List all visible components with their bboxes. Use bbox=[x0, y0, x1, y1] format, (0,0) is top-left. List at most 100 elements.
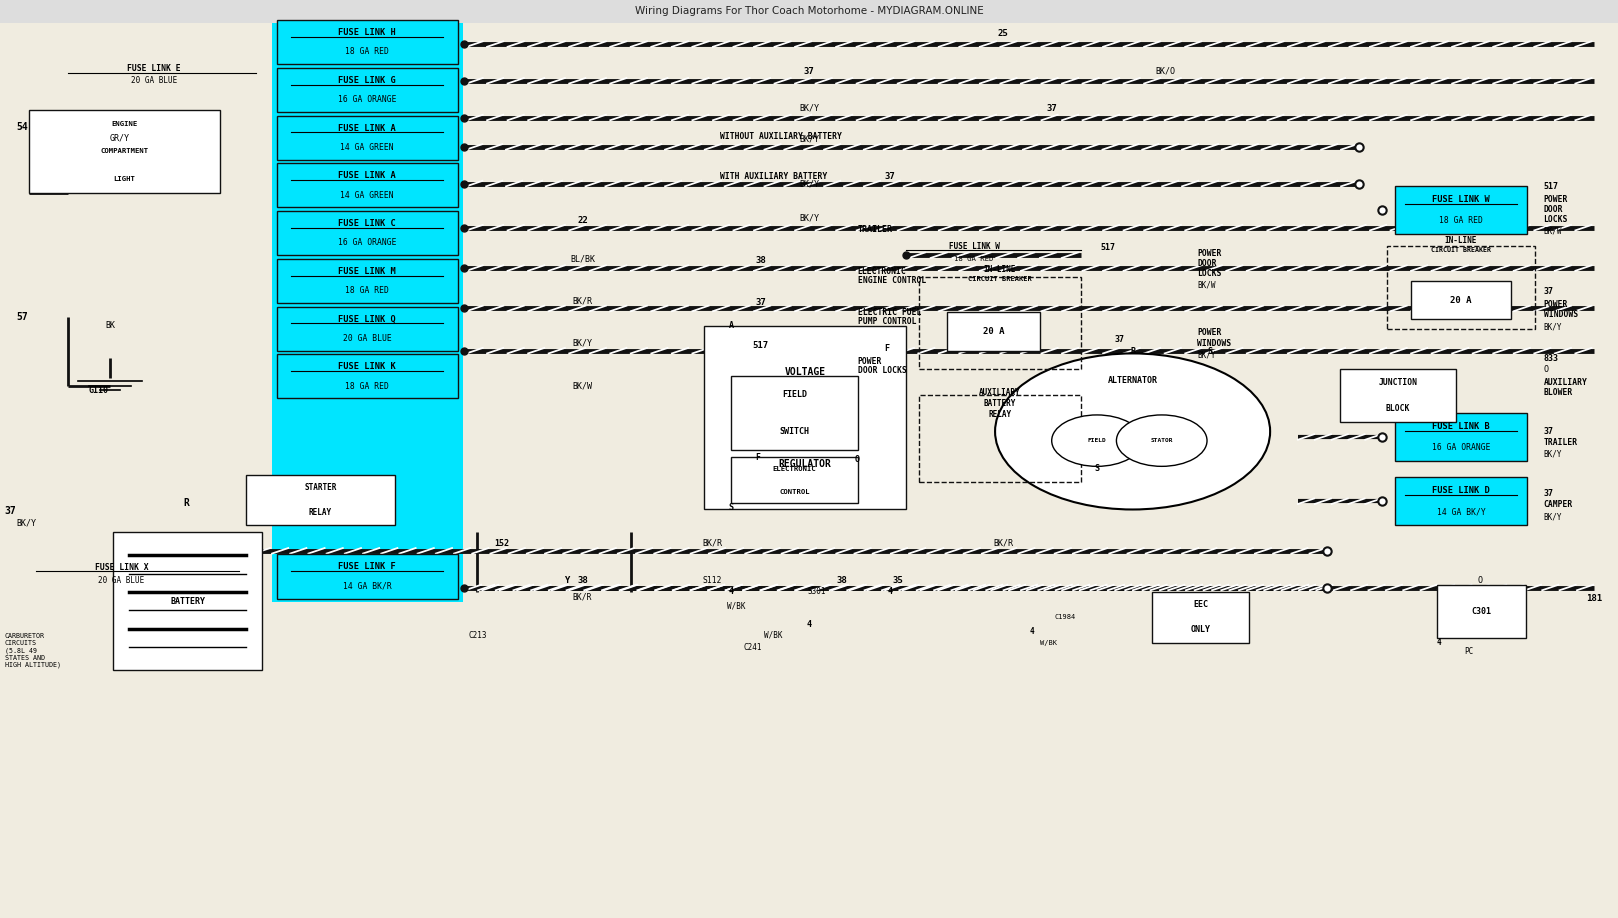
Text: Wiring Diagrams For Thor Coach Motorhome - MYDIAGRAM.ONLINE: Wiring Diagrams For Thor Coach Motorhome… bbox=[634, 6, 984, 16]
Text: DOOR: DOOR bbox=[1544, 205, 1563, 214]
Text: 37: 37 bbox=[1544, 427, 1553, 436]
Text: 152: 152 bbox=[493, 539, 510, 548]
Text: FUSE LINK Q: FUSE LINK Q bbox=[338, 315, 396, 323]
Text: 37: 37 bbox=[1544, 489, 1553, 498]
Text: G110: G110 bbox=[89, 386, 108, 395]
Text: REGULATOR: REGULATOR bbox=[778, 459, 832, 468]
Text: EEC: EEC bbox=[1192, 600, 1209, 610]
FancyBboxPatch shape bbox=[277, 307, 458, 351]
FancyBboxPatch shape bbox=[1395, 477, 1527, 525]
Text: FUSE LINK C: FUSE LINK C bbox=[338, 219, 396, 228]
Text: 20 A: 20 A bbox=[982, 327, 1005, 336]
Text: FUSE LINK X: FUSE LINK X bbox=[94, 563, 149, 572]
Text: 57: 57 bbox=[16, 312, 28, 321]
Text: S: S bbox=[1094, 464, 1100, 473]
Text: BK/W: BK/W bbox=[1197, 280, 1215, 289]
Text: FUSE LINK G: FUSE LINK G bbox=[338, 76, 396, 84]
Text: 18 GA RED: 18 GA RED bbox=[345, 48, 390, 56]
Text: VOLTAGE: VOLTAGE bbox=[785, 367, 825, 376]
Text: 16 GA ORANGE: 16 GA ORANGE bbox=[338, 95, 396, 104]
Text: 38: 38 bbox=[578, 576, 587, 585]
Text: BK/W: BK/W bbox=[573, 381, 592, 390]
Text: IN-LINE: IN-LINE bbox=[984, 265, 1016, 274]
Text: 14 GA GREEN: 14 GA GREEN bbox=[340, 143, 395, 151]
FancyBboxPatch shape bbox=[29, 110, 220, 193]
Text: CONTROL: CONTROL bbox=[780, 488, 809, 495]
Text: PUMP CONTROL: PUMP CONTROL bbox=[858, 317, 916, 326]
Text: ENGINE CONTROL: ENGINE CONTROL bbox=[858, 276, 925, 285]
FancyBboxPatch shape bbox=[277, 259, 458, 303]
Text: RELAY: RELAY bbox=[309, 508, 332, 517]
Text: BK/O: BK/O bbox=[1155, 66, 1175, 75]
Text: Y: Y bbox=[563, 576, 570, 585]
Text: 181: 181 bbox=[1586, 594, 1602, 603]
Text: 18 GA RED: 18 GA RED bbox=[345, 286, 390, 295]
Text: GR/Y: GR/Y bbox=[110, 133, 129, 142]
FancyBboxPatch shape bbox=[277, 354, 458, 398]
Bar bbox=[0, 0, 1618, 23]
Text: 20 GA BLUE: 20 GA BLUE bbox=[99, 576, 144, 585]
Text: 37: 37 bbox=[1115, 335, 1125, 344]
Text: W/BK: W/BK bbox=[1040, 640, 1057, 645]
Text: COMPARTMENT: COMPARTMENT bbox=[100, 149, 149, 154]
Text: FUSE LINK M: FUSE LINK M bbox=[338, 267, 396, 275]
Text: BK/R: BK/R bbox=[573, 592, 592, 601]
Text: C1984: C1984 bbox=[1053, 614, 1076, 620]
Text: 18 GA RED: 18 GA RED bbox=[1438, 217, 1484, 225]
FancyBboxPatch shape bbox=[1395, 186, 1527, 234]
Text: 18 GA RED: 18 GA RED bbox=[345, 382, 390, 390]
Text: BK/Y: BK/Y bbox=[1544, 450, 1561, 459]
Text: 37: 37 bbox=[5, 507, 16, 516]
Text: FUSE LINK H: FUSE LINK H bbox=[338, 28, 396, 37]
Text: 517: 517 bbox=[1100, 243, 1116, 252]
Text: 4: 4 bbox=[806, 620, 812, 629]
Text: BK/Y: BK/Y bbox=[799, 214, 819, 223]
Text: BK/Y: BK/Y bbox=[573, 339, 592, 348]
Text: ELECTRONIC: ELECTRONIC bbox=[772, 465, 817, 472]
Text: PC: PC bbox=[1464, 647, 1474, 656]
Text: 20 A: 20 A bbox=[1450, 296, 1472, 305]
Text: SWITCH: SWITCH bbox=[780, 427, 809, 436]
Text: C213: C213 bbox=[468, 631, 487, 640]
FancyBboxPatch shape bbox=[277, 20, 458, 64]
FancyBboxPatch shape bbox=[1340, 369, 1456, 422]
Text: B: B bbox=[1129, 347, 1136, 356]
Text: F: F bbox=[754, 453, 760, 462]
Text: S: S bbox=[1207, 347, 1214, 356]
FancyBboxPatch shape bbox=[277, 68, 458, 112]
Text: BATTERY: BATTERY bbox=[170, 597, 205, 606]
Text: S112: S112 bbox=[702, 576, 722, 585]
Text: 14 GA BK/R: 14 GA BK/R bbox=[343, 582, 392, 590]
FancyBboxPatch shape bbox=[1395, 413, 1527, 461]
FancyBboxPatch shape bbox=[277, 211, 458, 255]
FancyBboxPatch shape bbox=[246, 475, 395, 525]
Text: BLOWER: BLOWER bbox=[1544, 388, 1573, 397]
Text: FUSE LINK F: FUSE LINK F bbox=[338, 563, 396, 571]
Text: W/BK: W/BK bbox=[726, 601, 746, 610]
Bar bbox=[272, 23, 463, 602]
Text: ONLY: ONLY bbox=[1191, 625, 1210, 634]
Text: FUSE LINK B: FUSE LINK B bbox=[1432, 422, 1490, 431]
Text: BL/BK: BL/BK bbox=[570, 254, 595, 263]
Text: FUSE LINK W: FUSE LINK W bbox=[948, 241, 1000, 251]
FancyBboxPatch shape bbox=[731, 376, 858, 450]
Text: 4: 4 bbox=[1031, 627, 1034, 636]
Text: JUNCTION: JUNCTION bbox=[1379, 378, 1417, 386]
Text: 14 GA GREEN: 14 GA GREEN bbox=[340, 191, 395, 199]
Text: POWER: POWER bbox=[1544, 195, 1568, 204]
Text: BK/Y: BK/Y bbox=[799, 134, 819, 143]
Text: BK/Y: BK/Y bbox=[16, 519, 36, 528]
Text: 37: 37 bbox=[804, 67, 814, 76]
Text: 4: 4 bbox=[728, 587, 735, 596]
Text: STARTER: STARTER bbox=[304, 483, 337, 492]
Text: 37: 37 bbox=[1047, 104, 1057, 113]
Text: WINDOWS: WINDOWS bbox=[1197, 339, 1231, 348]
Text: FUSE LINK W: FUSE LINK W bbox=[1432, 196, 1490, 204]
Text: 833: 833 bbox=[1544, 353, 1558, 363]
Text: FIELD: FIELD bbox=[781, 390, 807, 399]
Text: 25: 25 bbox=[998, 29, 1008, 39]
FancyBboxPatch shape bbox=[731, 457, 858, 503]
Text: CIRCUIT BREAKER: CIRCUIT BREAKER bbox=[968, 276, 1032, 282]
Text: 18 GA RED: 18 GA RED bbox=[955, 256, 993, 262]
Text: BK/Y: BK/Y bbox=[1544, 322, 1561, 331]
